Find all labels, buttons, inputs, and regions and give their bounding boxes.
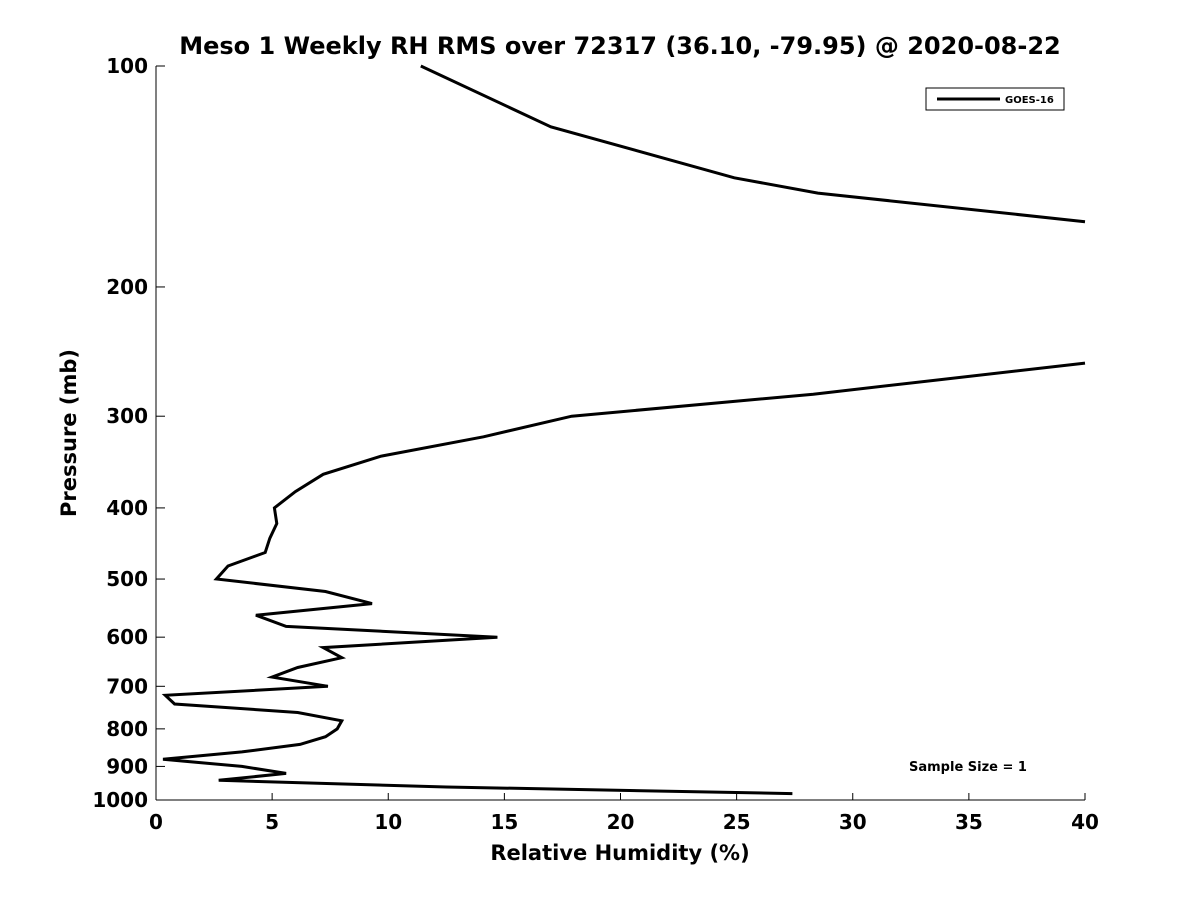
x-tick-label: 40 (1071, 810, 1099, 834)
y-axis-label: Pressure (mb) (57, 349, 81, 517)
series-line-goes-16-segment-2 (161, 361, 1086, 796)
x-axis-label: Relative Humidity (%) (490, 841, 749, 865)
x-tick-label: 0 (149, 810, 163, 834)
y-tick-label: 800 (106, 717, 148, 741)
x-tick-label: 20 (607, 810, 635, 834)
x-tick-label: 10 (374, 810, 402, 834)
y-tick-label: 500 (106, 567, 148, 591)
y-tick-label: 1000 (92, 788, 148, 812)
series-line-goes-16-segment-1 (420, 64, 1086, 224)
x-ticks: 0 5 10 15 20 25 30 35 40 (149, 793, 1099, 834)
x-tick-label: 30 (839, 810, 867, 834)
legend-entry-goes-16: GOES-16 (1005, 95, 1054, 106)
x-tick-label: 25 (723, 810, 751, 834)
y-tick-label: 300 (106, 404, 148, 428)
y-tick-label: 900 (106, 754, 148, 778)
legend: GOES-16 (925, 87, 1065, 111)
y-tick-label: 100 (106, 54, 148, 78)
x-tick-label: 35 (955, 810, 983, 834)
y-tick-label: 200 (106, 275, 148, 299)
y-tick-label: 700 (106, 674, 148, 698)
x-tick-label: 15 (490, 810, 518, 834)
y-tick-label: 400 (106, 496, 148, 520)
x-tick-label: 5 (265, 810, 279, 834)
chart-title: Meso 1 Weekly RH RMS over 72317 (36.10, … (179, 32, 1061, 60)
series-layer (161, 64, 1086, 796)
y-ticks: 100 200 300 400 500 600 700 800 900 1000 (92, 54, 165, 812)
y-tick-label: 600 (106, 625, 148, 649)
sample-size-annotation: Sample Size = 1 (909, 760, 1027, 775)
